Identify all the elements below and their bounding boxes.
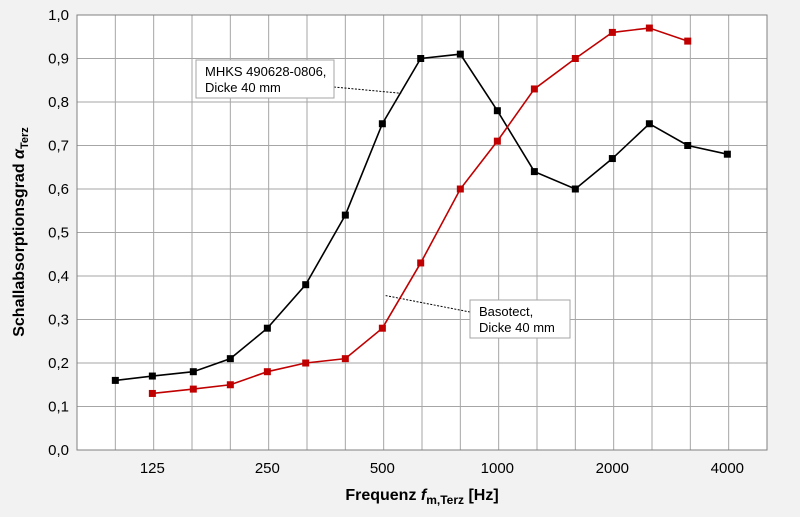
x-tick-label: 500 [370, 460, 395, 477]
data-point [226, 355, 234, 363]
x-axis-title: Frequenz fm,Terz [Hz] [345, 487, 498, 507]
callout-leader-line [333, 86, 402, 94]
y-axis-title: Schallabsorptionsgrad αTerz [11, 127, 31, 337]
data-point [417, 55, 425, 62]
data-point [684, 37, 692, 45]
data-point [608, 28, 616, 36]
series-callouts: MHKS 490628-0806,Dicke 40 mmBasotect,Dic… [195, 59, 571, 339]
x-tick-label: 125 [140, 460, 165, 477]
data-point [571, 185, 579, 193]
data-point [456, 185, 464, 193]
data-point [645, 24, 653, 32]
y-tick-label: 0,9 [48, 51, 69, 68]
x-tick-label: 250 [255, 460, 280, 477]
data-point [341, 355, 349, 363]
x-tick-label: 1000 [481, 460, 514, 477]
data-point [493, 137, 501, 145]
data-point [378, 120, 386, 128]
data-point [302, 281, 310, 289]
data-point [378, 324, 386, 332]
y-tick-label: 0,0 [48, 442, 69, 459]
callout-label: Dicke 40 mm [205, 80, 281, 95]
data-point [341, 211, 349, 219]
data-point [608, 155, 616, 163]
data-point [189, 385, 197, 393]
callout-label: MHKS 490628-0806, [205, 64, 326, 79]
data-point [723, 150, 731, 158]
data-point [645, 120, 653, 128]
data-point [189, 368, 197, 376]
data-point [684, 142, 692, 149]
x-tick-label: 2000 [596, 460, 629, 477]
data-point [571, 55, 579, 62]
y-tick-labels: 0,0 0,1 0,2 0,3 0,4 0,5 0,6 0,7 0,8 0,9 1,0 [48, 7, 69, 459]
y-tick-label: 0,2 [48, 355, 69, 372]
y-tick-label: 0,5 [48, 225, 69, 242]
data-point [493, 107, 501, 115]
y-tick-label: 0,1 [48, 399, 69, 416]
callout-box [469, 299, 571, 339]
callout-box [195, 59, 335, 99]
x-tick-label: 4000 [711, 460, 744, 477]
x-tick-labels: 125 250 500 1000 2000 4000 [140, 460, 744, 477]
data-point [263, 368, 271, 376]
data-point [263, 324, 271, 332]
data-point [417, 259, 425, 267]
y-tick-label: 0,3 [48, 312, 69, 329]
y-tick-label: 1,0 [48, 7, 69, 24]
series-lines [111, 24, 731, 397]
plot-border [76, 14, 768, 451]
data-point [111, 376, 119, 384]
y-tick-label: 0,6 [48, 181, 69, 198]
data-point [148, 389, 156, 397]
data-point [302, 359, 310, 367]
y-tick-label: 0,7 [48, 138, 69, 155]
callout-label: Basotect, [479, 304, 533, 319]
data-point [530, 85, 538, 93]
data-point [226, 381, 234, 389]
data-point [530, 168, 538, 176]
callout-label: Dicke 40 mm [479, 320, 555, 335]
y-tick-label: 0,8 [48, 94, 69, 111]
data-point [456, 50, 464, 58]
data-point [148, 372, 156, 380]
y-tick-label: 0,4 [48, 268, 69, 285]
